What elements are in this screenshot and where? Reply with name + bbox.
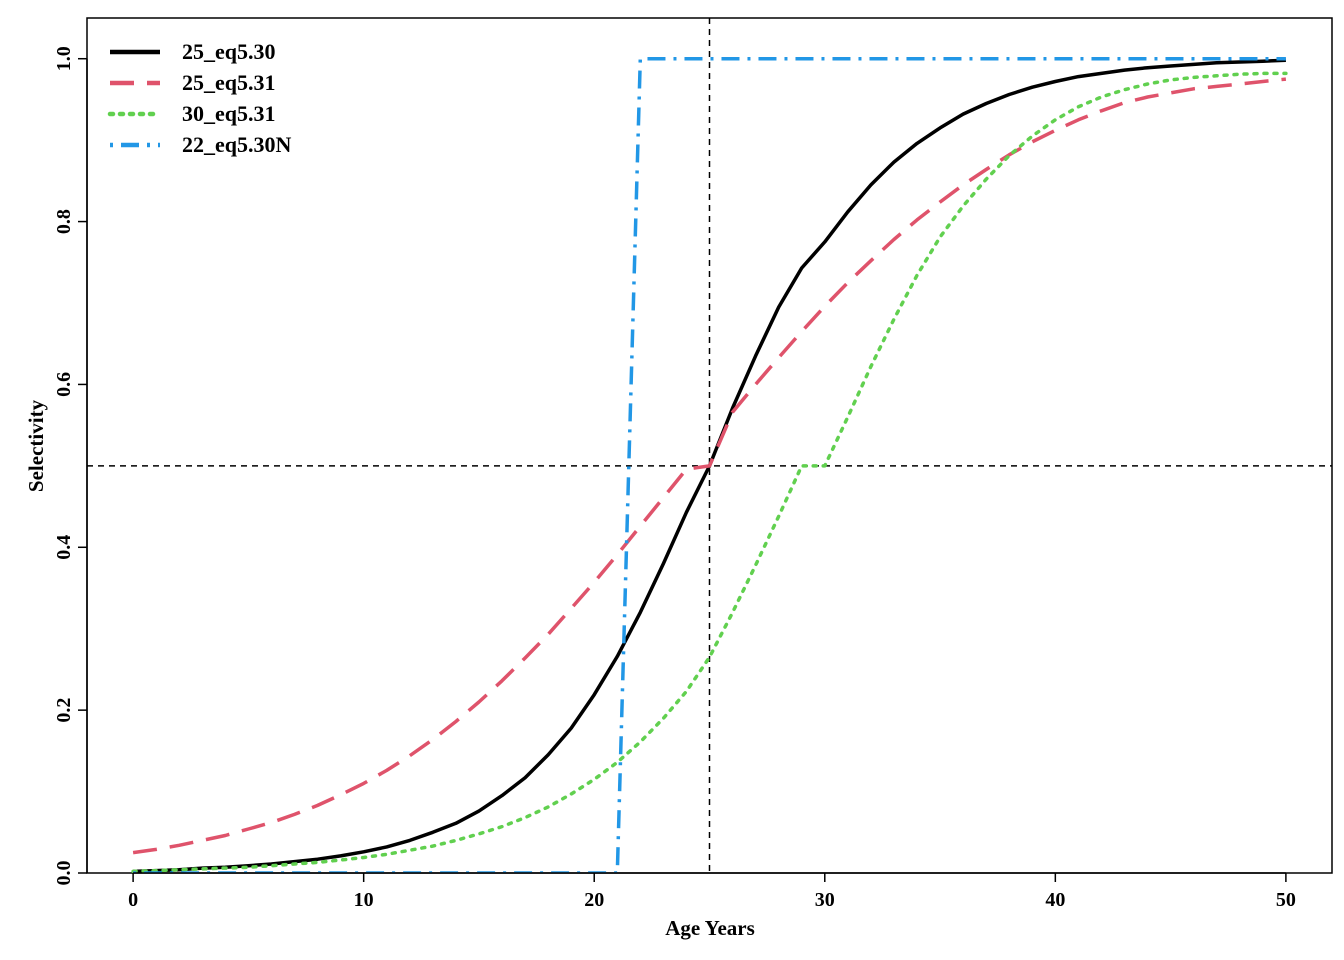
y-tick-label: 0.8 bbox=[53, 209, 75, 234]
legend: 25_eq5.30 25_eq5.31 30_eq5.31 22_eq5.30N bbox=[107, 39, 292, 157]
x-tick-label: 50 bbox=[1276, 889, 1296, 911]
reference-lines bbox=[87, 18, 1332, 873]
series-layer bbox=[131, 56, 1288, 873]
legend-label: 22_eq5.30N bbox=[182, 132, 292, 157]
y-tick-label: 0.0 bbox=[53, 861, 75, 886]
y-axis-title: Selectivity bbox=[24, 399, 48, 492]
y-tick-label: 0.6 bbox=[53, 372, 75, 397]
x-tick-label: 30 bbox=[815, 889, 835, 911]
x-tick-label: 0 bbox=[128, 889, 138, 911]
x-axis: 0 10 20 30 40 50 bbox=[128, 872, 1296, 911]
series-line bbox=[131, 71, 1288, 873]
series-line bbox=[132, 77, 1287, 855]
legend-label: 30_eq5.31 bbox=[182, 101, 276, 126]
x-tick-label: 20 bbox=[584, 889, 604, 911]
y-tick-label: 0.2 bbox=[53, 698, 75, 723]
x-tick-label: 10 bbox=[354, 889, 374, 911]
series-line bbox=[133, 56, 1286, 873]
legend-label: 25_eq5.30 bbox=[182, 39, 276, 64]
x-axis-title: Age Years bbox=[665, 916, 755, 940]
legend-label: 25_eq5.31 bbox=[182, 70, 276, 95]
y-tick-label: 1.0 bbox=[53, 46, 75, 71]
y-tick-label: 0.4 bbox=[53, 535, 75, 560]
x-tick-label: 40 bbox=[1045, 889, 1065, 911]
y-axis: 0.0 0.2 0.4 0.6 0.8 1.0 bbox=[53, 46, 88, 886]
